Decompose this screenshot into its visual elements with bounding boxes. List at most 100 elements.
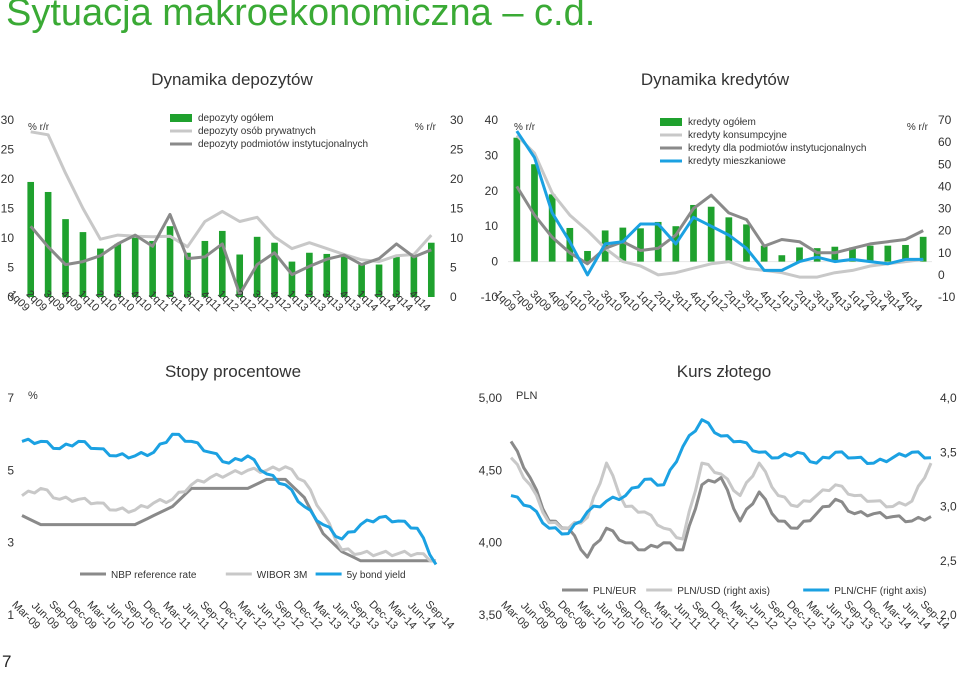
y-tick-right: 30 — [450, 113, 464, 127]
y-tick-right: 2,5 — [940, 554, 957, 568]
y-tick-left: 40 — [485, 113, 499, 127]
bar — [760, 245, 768, 262]
legend: kredyty ogółem kredyty konsumpcyjne kredyt… — [660, 117, 866, 167]
y-tick-right: 4,0 — [940, 391, 957, 405]
bar — [27, 181, 35, 297]
y-tick-left: 4,00 — [479, 536, 503, 550]
bar — [813, 248, 821, 262]
bar — [743, 224, 750, 262]
y-tick-left: 4,50 — [479, 463, 503, 477]
y-tick-right: 10 — [450, 231, 464, 245]
y-tick-right: 20 — [938, 224, 952, 238]
unit-right: % r/r — [415, 122, 437, 133]
y-tick-right: 30 — [938, 202, 952, 216]
bar — [410, 255, 418, 297]
legend-label: depozyty osób prywatnych — [198, 126, 316, 137]
legend-label: kredyty konsumpcyjne — [688, 130, 787, 141]
y-tick-left: 7 — [7, 391, 14, 405]
y-tick-left: -10 — [481, 290, 499, 304]
bar — [149, 240, 156, 297]
series-line — [509, 456, 933, 541]
y-tick-right: 0 — [450, 290, 457, 304]
unit-right: % r/r — [907, 122, 929, 133]
chart-title: Stopy procentowe — [165, 362, 301, 381]
chart-fx: Kurs złotego PLN 3,50 4,00 4,50 5,00 2,0 2,5 3,0… — [479, 362, 957, 632]
y-tick-left: 0 — [491, 255, 498, 269]
y-tick-right: 25 — [450, 143, 464, 157]
bar — [340, 255, 348, 297]
y-tick-left: 5,00 — [479, 391, 503, 405]
y-tick-left: 20 — [1, 172, 15, 186]
y-tick-right: 70 — [938, 113, 952, 127]
bar — [866, 245, 874, 262]
legend-label: 5y bond yield — [347, 570, 406, 581]
y-tick-left: 1 — [7, 608, 14, 622]
legend: NBP reference rate WIBOR 3M 5y bond yield — [80, 570, 406, 581]
unit-left: % r/r — [28, 122, 50, 133]
bar — [902, 244, 909, 262]
bar — [201, 240, 209, 297]
y-tick-right: 2,0 — [940, 608, 957, 622]
y-tick-left: 3 — [7, 536, 14, 550]
bar — [288, 261, 296, 297]
series-line — [515, 185, 924, 266]
series-line — [21, 477, 436, 563]
bar — [358, 264, 365, 297]
y-tick-right: 15 — [450, 202, 464, 216]
legend-label: PLN/EUR — [593, 586, 636, 597]
bar — [725, 217, 733, 262]
chart-credits: Dynamika kredytów -10 0 10 20 30 40 -10 0 10 20 30 4… — [481, 70, 956, 314]
y-tick-left: 5 — [7, 261, 14, 275]
legend: depozyty ogółem depozyty osób prywatnych d… — [170, 113, 368, 150]
series-line — [30, 130, 433, 264]
bar — [584, 250, 591, 262]
bar — [97, 248, 104, 297]
y-tick-right: 40 — [938, 179, 952, 193]
bar — [184, 252, 191, 297]
legend-swatch — [170, 114, 192, 122]
x-axis-labels: Mar-09Jun-09Sep-09Dec-09Mar-10Jun-10Sep-… — [498, 599, 951, 633]
chart-rates: Stopy procentowe% 1 3 5 7 Mar-09Jun-09Sep-09D… — [7, 362, 456, 632]
chart-deposits: Dynamika depozytów 0 5 10 15 20 25 30 0 5 10 15 20 25… — [1, 70, 464, 314]
series-line — [21, 465, 437, 563]
bar — [427, 242, 435, 297]
legend-swatch — [660, 118, 682, 126]
bar — [114, 243, 122, 297]
bar — [131, 235, 139, 297]
bar — [796, 247, 803, 262]
bar — [690, 204, 697, 262]
series-line — [21, 432, 438, 566]
y-tick-right: 50 — [938, 157, 952, 171]
y-tick-right: -10 — [938, 290, 956, 304]
y-tick-left: 5 — [7, 463, 14, 477]
y-tick-left: 10 — [485, 219, 499, 233]
unit-left: % r/r — [514, 122, 536, 133]
series-line — [509, 440, 932, 559]
chart-title: Dynamika kredytów — [641, 70, 790, 89]
bar — [778, 255, 786, 262]
y-tick-right: 60 — [938, 135, 952, 149]
y-tick-left: 30 — [485, 148, 499, 162]
y-tick-right: 0 — [938, 268, 945, 282]
y-tick-right: 10 — [938, 246, 952, 260]
y-tick-left: 0 — [7, 290, 14, 304]
x-axis-labels: 1q092q093q094q091q102q103q104q101q112q11… — [6, 288, 432, 314]
bar — [271, 242, 278, 297]
legend-label: depozyty podmiotów instytucjonalnych — [198, 139, 368, 150]
legend-label: kredyty ogółem — [688, 117, 756, 128]
chart-title: Dynamika depozytów — [151, 70, 313, 89]
legend: PLN/EUR PLN/USD (right axis) PLN/CHF (righ… — [562, 586, 926, 597]
series-line — [29, 212, 432, 296]
legend-label: NBP reference rate — [111, 570, 197, 581]
unit-left: % — [28, 390, 38, 402]
unit-left: PLN — [516, 390, 537, 402]
x-axis-labels: Mar-09Jun-09Sep-09Dec-09Mar-10Jun-10Sep-… — [9, 599, 456, 633]
legend-label: PLN/CHF (right axis) — [834, 586, 926, 597]
y-tick-left: 15 — [1, 202, 15, 216]
legend-label: depozyty ogółem — [198, 113, 274, 124]
bars — [27, 181, 435, 297]
y-tick-right: 5 — [450, 261, 457, 275]
series-line — [515, 130, 924, 277]
legend-label: PLN/USD (right axis) — [677, 586, 770, 597]
